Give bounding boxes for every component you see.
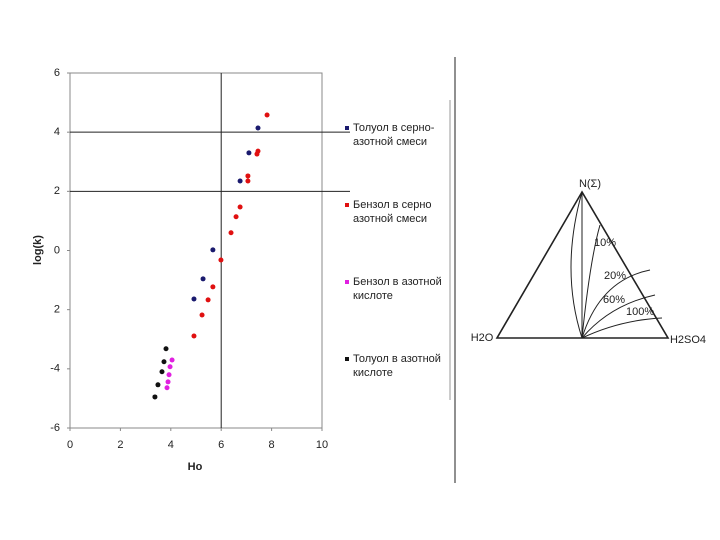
curve-label: 10%	[594, 237, 616, 249]
point	[245, 173, 251, 179]
point	[246, 150, 252, 156]
point	[237, 178, 243, 184]
legend-label: Толуол в серно-азотной смеси	[353, 122, 435, 148]
y-tick-label: -6	[50, 422, 60, 434]
curve	[581, 294, 656, 339]
y-tick-label: 4	[54, 126, 60, 138]
point	[218, 257, 224, 263]
point	[161, 359, 167, 365]
point	[165, 379, 171, 385]
curve-label: 20%	[604, 270, 626, 282]
legend-marker	[345, 280, 349, 284]
x-tick-label: 8	[269, 439, 275, 451]
y-tick-label: 6	[54, 67, 60, 79]
point	[255, 125, 261, 131]
x-tick-label: 4	[168, 439, 174, 451]
point	[159, 369, 165, 375]
legend-marker	[345, 203, 349, 207]
point	[210, 247, 216, 253]
vertex-label: H2O	[471, 332, 494, 344]
point	[233, 214, 239, 220]
point	[254, 151, 260, 157]
x-tick-label: 0	[67, 439, 73, 451]
y-axis-label: log(k)	[32, 235, 44, 265]
point	[228, 230, 234, 236]
legend-marker	[345, 126, 349, 130]
legend-label: Толуол в азотной кислоте	[353, 353, 441, 379]
point	[152, 394, 158, 400]
curve	[581, 317, 663, 339]
curve-label: 100%	[626, 306, 654, 318]
x-tick-label: 10	[316, 439, 328, 451]
vertex-label: H2SO4	[670, 334, 706, 346]
point	[237, 204, 243, 210]
point	[205, 297, 211, 303]
curve-label: 60%	[603, 294, 625, 306]
point	[191, 333, 197, 339]
curve	[570, 191, 583, 339]
y-tick-label: 2	[54, 185, 60, 197]
y-tick-label: 0	[54, 244, 60, 256]
point	[164, 385, 170, 391]
point	[191, 296, 197, 302]
curve	[581, 269, 651, 339]
vertex-label: N(Σ)	[579, 178, 601, 190]
point	[163, 346, 169, 352]
x-tick-label: 2	[117, 439, 123, 451]
y-tick-label: 2	[54, 304, 60, 316]
point	[200, 276, 206, 282]
legend-label: Бензол в азотной кислоте	[353, 276, 442, 302]
plot-frame	[69, 72, 323, 429]
curve	[581, 224, 601, 339]
point	[245, 178, 251, 184]
point	[210, 284, 216, 290]
ternary-diagram	[495, 190, 670, 339]
point	[166, 372, 172, 378]
point	[199, 312, 205, 318]
point	[155, 382, 161, 388]
x-tick-label: 6	[218, 439, 224, 451]
point	[264, 112, 270, 118]
x-axis-label: Ho	[188, 461, 203, 473]
point	[167, 364, 173, 370]
y-tick-label: -4	[50, 363, 60, 375]
legend-label: Бензол в серно азотной смеси	[353, 199, 432, 225]
point	[169, 357, 175, 363]
legend-marker	[345, 357, 349, 361]
